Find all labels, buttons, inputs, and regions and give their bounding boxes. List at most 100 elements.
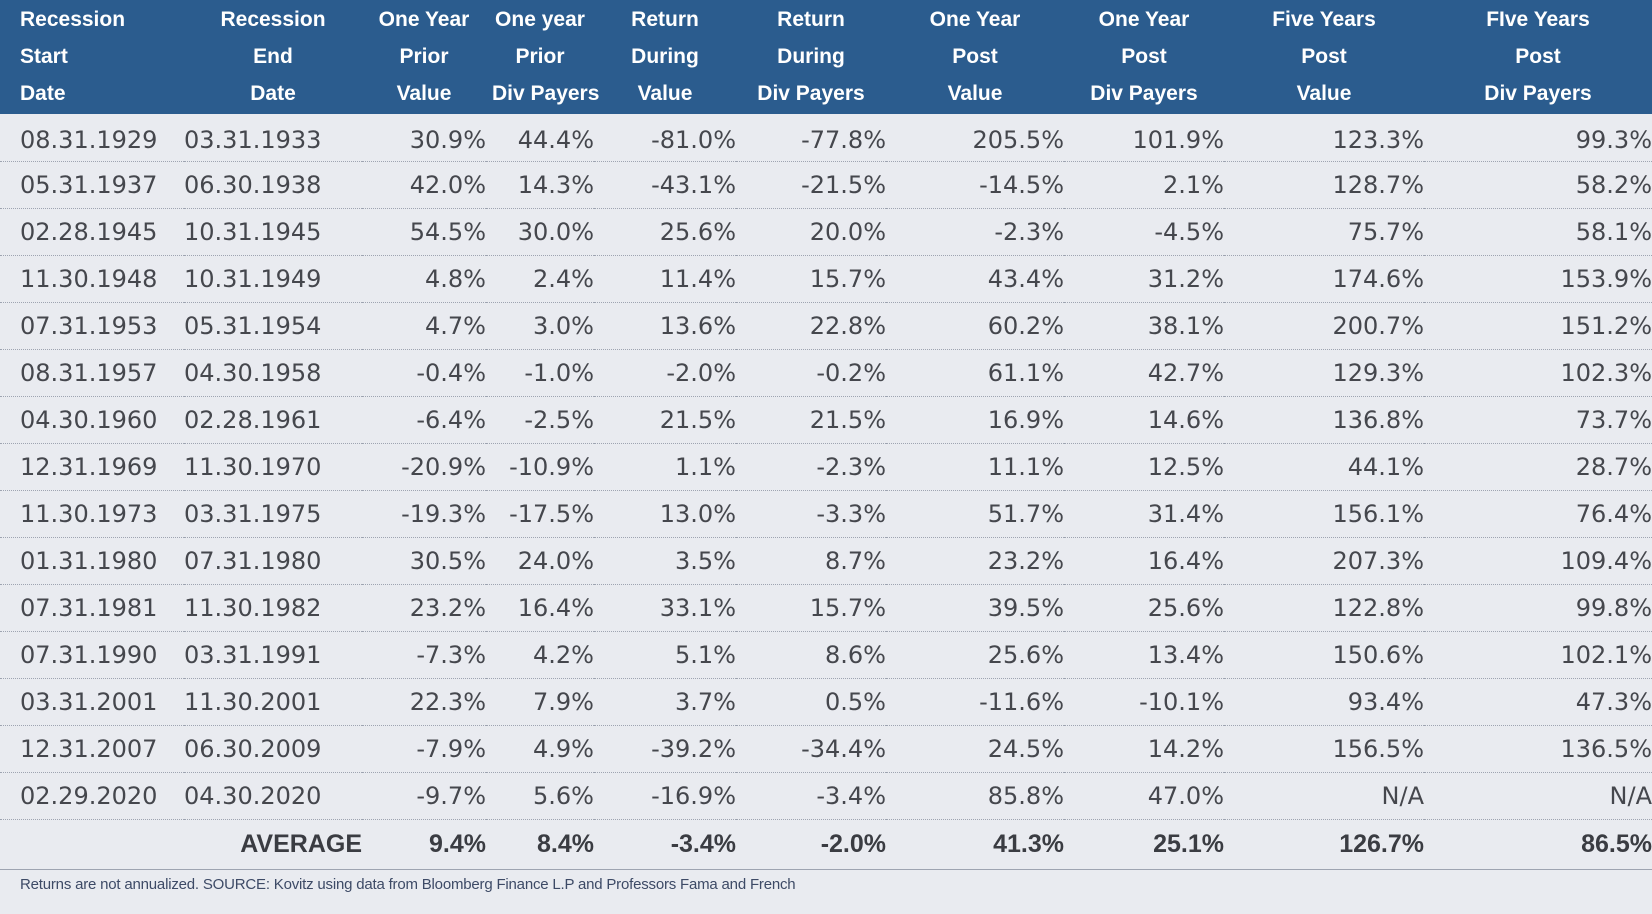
cell-five-years-post-value: 136.8% bbox=[1224, 396, 1424, 444]
cell-one-year-post-div-payers: 12.5% bbox=[1064, 443, 1224, 491]
cell-five-years-post-value: 174.6% bbox=[1224, 255, 1424, 303]
cell-one-year-prior-div-payers: 3.0% bbox=[486, 302, 594, 350]
cell-return-during-div-payers: -0.2% bbox=[736, 349, 886, 397]
cell-return-during-value: -2.0% bbox=[594, 349, 736, 397]
cell-recession-start-date: 12.31.1969 bbox=[0, 443, 184, 491]
cell-return-during-value: -16.9% bbox=[594, 772, 736, 820]
column-header-one-year-prior-div-payers: One year Prior Div Payers bbox=[486, 0, 599, 114]
table-row: 07.31.1990 03.31.1991 -7.3% 4.2% 5.1% 8.6% 25.… bbox=[0, 631, 1652, 679]
column-header-line: One Year bbox=[378, 8, 470, 31]
table-row: 05.31.1937 06.30.1938 42.0% 14.3% -43.1% -21.… bbox=[0, 161, 1652, 209]
cell-one-year-prior-div-payers: 4.9% bbox=[486, 725, 594, 773]
cell-return-during-div-payers: -77.8% bbox=[736, 114, 886, 162]
cell-return-during-div-payers: -3.3% bbox=[736, 490, 886, 538]
cell-one-year-post-div-payers: 42.7% bbox=[1064, 349, 1224, 397]
cell-one-year-prior-value: -19.3% bbox=[362, 490, 486, 538]
cell-one-year-post-div-payers: 2.1% bbox=[1064, 161, 1224, 209]
cell-one-year-post-value: -14.5% bbox=[886, 161, 1064, 209]
cell-recession-start-date: 07.31.1953 bbox=[0, 302, 184, 350]
cell-five-years-post-div-payers: 73.7% bbox=[1424, 396, 1652, 444]
cell-one-year-prior-value: -9.7% bbox=[362, 772, 486, 820]
average-label: AVERAGE bbox=[184, 819, 362, 870]
cell-one-year-post-div-payers: 16.4% bbox=[1064, 537, 1224, 585]
cell-five-years-post-value: 123.3% bbox=[1224, 114, 1424, 162]
column-header-line: Value bbox=[396, 82, 452, 105]
cell-return-during-value: 5.1% bbox=[594, 631, 736, 679]
cell-five-years-post-div-payers: N/A bbox=[1424, 772, 1652, 820]
cell-five-years-post-div-payers: 76.4% bbox=[1424, 490, 1652, 538]
cell-five-years-post-value: 44.1% bbox=[1224, 443, 1424, 491]
cell-five-years-post-div-payers: 28.7% bbox=[1424, 443, 1652, 491]
cell-recession-start-date: 01.31.1980 bbox=[0, 537, 184, 585]
cell-one-year-post-div-payers: -10.1% bbox=[1064, 678, 1224, 726]
average-one-year-post-value: 41.3% bbox=[886, 819, 1064, 870]
cell-recession-end-date: 03.31.1975 bbox=[184, 490, 362, 538]
cell-return-during-div-payers: 15.7% bbox=[736, 255, 886, 303]
cell-five-years-post-value: 75.7% bbox=[1224, 208, 1424, 256]
table-row: 07.31.1981 11.30.1982 23.2% 16.4% 33.1% 15.7%… bbox=[0, 584, 1652, 632]
cell-one-year-prior-value: 4.7% bbox=[362, 302, 486, 350]
cell-recession-start-date: 04.30.1960 bbox=[0, 396, 184, 444]
cell-five-years-post-value: 128.7% bbox=[1224, 161, 1424, 209]
cell-one-year-prior-value: -20.9% bbox=[362, 443, 486, 491]
table-row: 08.31.1929 03.31.1933 30.9% 44.4% -81.0% -77.… bbox=[0, 114, 1652, 162]
cell-one-year-post-div-payers: 31.4% bbox=[1064, 490, 1224, 538]
cell-recession-end-date: 11.30.2001 bbox=[184, 678, 362, 726]
column-header-line: One year bbox=[495, 8, 585, 31]
cell-return-during-value: -81.0% bbox=[594, 114, 736, 162]
cell-recession-start-date: 08.31.1929 bbox=[0, 114, 184, 162]
table-row: 01.31.1980 07.31.1980 30.5% 24.0% 3.5% 8.7% 23… bbox=[0, 537, 1652, 585]
cell-return-during-div-payers: -21.5% bbox=[736, 161, 886, 209]
cell-return-during-value: 3.5% bbox=[594, 537, 736, 585]
cell-recession-start-date: 03.31.2001 bbox=[0, 678, 184, 726]
cell-one-year-post-div-payers: -4.5% bbox=[1064, 208, 1224, 256]
column-header-one-year-post-div-payers: One Year Post Div Payers bbox=[1064, 0, 1224, 114]
cell-return-during-value: -39.2% bbox=[594, 725, 736, 773]
footnote: Returns are not annualized. SOURCE: Kovi… bbox=[20, 876, 796, 893]
column-header-five-years-post-value: Five Years Post Value bbox=[1224, 0, 1424, 114]
cell-five-years-post-div-payers: 102.1% bbox=[1424, 631, 1652, 679]
cell-one-year-post-value: 205.5% bbox=[886, 114, 1064, 162]
cell-one-year-post-div-payers: 14.2% bbox=[1064, 725, 1224, 773]
table-row: 11.30.1948 10.31.1949 4.8% 2.4% 11.4% 15.7% 43… bbox=[0, 255, 1652, 303]
cell-one-year-prior-div-payers: 7.9% bbox=[486, 678, 594, 726]
cell-one-year-prior-value: 54.5% bbox=[362, 208, 486, 256]
column-header-recession-start-date: Recession Start Date bbox=[0, 0, 184, 114]
cell-one-year-prior-div-payers: 44.4% bbox=[486, 114, 594, 162]
table-row: 04.30.1960 02.28.1961 -6.4% -2.5% 21.5% 21.5%… bbox=[0, 396, 1652, 444]
cell-return-during-value: 25.6% bbox=[594, 208, 736, 256]
column-header-line: Value bbox=[637, 82, 693, 105]
cell-recession-start-date: 11.30.1973 bbox=[0, 490, 184, 538]
cell-recession-end-date: 06.30.1938 bbox=[184, 161, 362, 209]
table-row: 02.28.1945 10.31.1945 54.5% 30.0% 25.6% 20.0%… bbox=[0, 208, 1652, 256]
column-header-one-year-post-value: One Year Post Value bbox=[886, 0, 1064, 114]
cell-one-year-prior-div-payers: -2.5% bbox=[486, 396, 594, 444]
column-header-line: Div Payers bbox=[757, 82, 865, 105]
cell-return-during-div-payers: -3.4% bbox=[736, 772, 886, 820]
column-header-line: Div Payers bbox=[1090, 82, 1198, 105]
average-row-spacer bbox=[0, 819, 184, 870]
cell-five-years-post-value: 156.5% bbox=[1224, 725, 1424, 773]
cell-recession-end-date: 06.30.2009 bbox=[184, 725, 362, 773]
cell-recession-start-date: 02.29.2020 bbox=[0, 772, 184, 820]
cell-recession-end-date: 10.31.1945 bbox=[184, 208, 362, 256]
cell-return-during-div-payers: 15.7% bbox=[736, 584, 886, 632]
cell-return-during-div-payers: 22.8% bbox=[736, 302, 886, 350]
average-one-year-prior-div-payers: 8.4% bbox=[486, 819, 594, 870]
cell-five-years-post-value: 207.3% bbox=[1224, 537, 1424, 585]
cell-recession-start-date: 07.31.1981 bbox=[0, 584, 184, 632]
average-five-years-post-div-payers: 86.5% bbox=[1424, 819, 1652, 870]
cell-one-year-post-value: -2.3% bbox=[886, 208, 1064, 256]
average-one-year-prior-value: 9.4% bbox=[362, 819, 486, 870]
cell-return-during-div-payers: 21.5% bbox=[736, 396, 886, 444]
cell-recession-start-date: 02.28.1945 bbox=[0, 208, 184, 256]
column-header-line: Prior bbox=[515, 45, 565, 68]
cell-one-year-post-value: -11.6% bbox=[886, 678, 1064, 726]
cell-return-during-div-payers: 0.5% bbox=[736, 678, 886, 726]
average-five-years-post-value: 126.7% bbox=[1224, 819, 1424, 870]
cell-one-year-post-div-payers: 14.6% bbox=[1064, 396, 1224, 444]
table-body: 08.31.1929 03.31.1933 30.9% 44.4% -81.0% -77.… bbox=[0, 114, 1652, 870]
column-header-line: Div Payers bbox=[1484, 82, 1592, 105]
column-header-line: Return bbox=[777, 8, 845, 31]
cell-five-years-post-div-payers: 151.2% bbox=[1424, 302, 1652, 350]
